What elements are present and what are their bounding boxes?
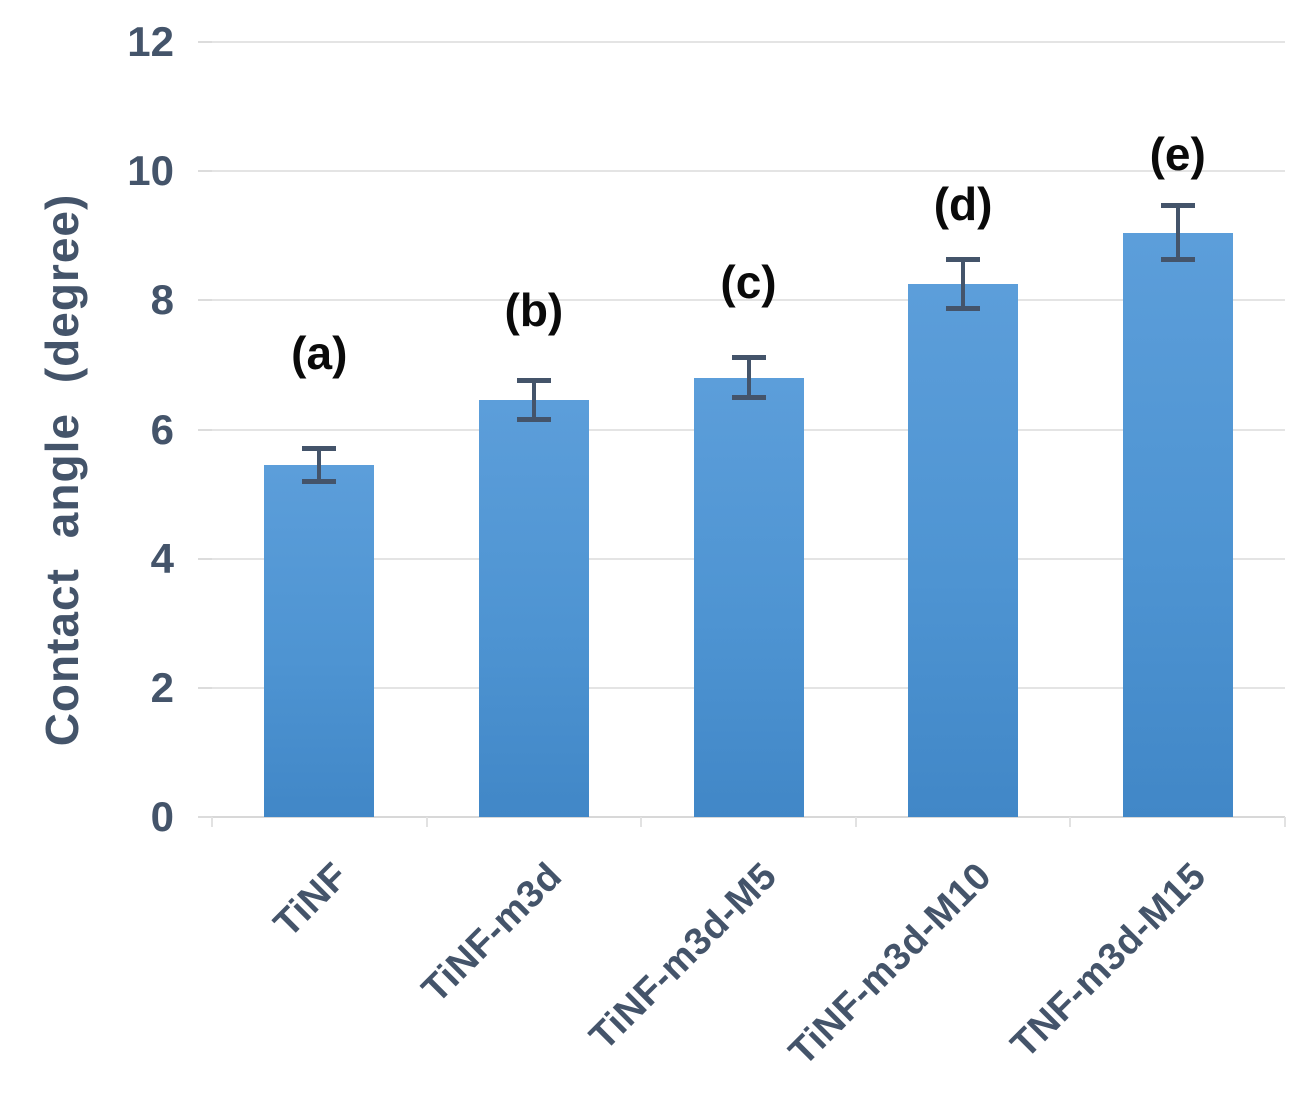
y-tick-mark-4 [198,557,212,560]
bar-5 [1122,232,1233,817]
y-tick-label-4: 4 [150,534,174,582]
error-bar-stem [746,357,751,399]
y-tick-mark-6 [198,428,212,431]
gridline-y0 [212,816,1285,818]
error-bar-stem [531,380,536,421]
x-category-label-2: TiNF-m3d [414,855,571,1011]
x-tick-mark-5 [1284,817,1286,827]
error-bar-1 [302,445,337,485]
x-category-label-4: TiNF-m3d-M10 [781,855,1000,1074]
gridline-y8 [212,299,1285,302]
bar-annotation-3: (c) [720,256,777,309]
bar-4 [908,284,1019,817]
y-tick-mark-0 [198,816,212,818]
plot-area: (a) (b) (c) (d) (e) [198,41,1286,827]
x-tick-mark-1 [425,817,428,827]
x-category-label-1: TiNF [265,855,356,946]
x-category-label-5: TNF-m3d-M15 [1003,855,1215,1067]
y-tick-label-2: 2 [150,663,174,711]
gridline-y10 [212,170,1285,173]
error-bar-cap-bottom [946,306,981,312]
bar-3 [693,377,804,817]
error-bar-stem [317,447,322,483]
x-tick-mark-2 [640,817,643,827]
error-bar-cap-bottom [1160,256,1195,262]
y-tick-mark-8 [198,299,212,302]
y-tick-label-0: 0 [150,793,174,840]
bar-annotation-5: (e) [1149,128,1206,181]
y-tick-mark-2 [198,686,212,689]
y-tick-label-6: 6 [150,405,174,453]
error-bar-5 [1160,203,1195,262]
bar-1 [264,465,375,817]
y-tick-label-8: 8 [150,276,174,324]
x-tick-mark-4 [1069,817,1072,827]
error-bar-2 [516,378,551,423]
x-tick-mark-0 [211,817,213,827]
error-bar-stem [1175,205,1180,260]
error-bar-cap-bottom [302,479,337,485]
y-tick-label-10: 10 [127,147,174,195]
error-bar-cap-bottom [731,395,766,401]
x-tick-mark-3 [854,817,857,827]
y-tick-mark-10 [198,170,212,173]
error-bar-stem [961,259,966,310]
bar-2 [478,400,589,817]
bar-annotation-4: (d) [933,178,993,231]
bar-annotation-2: (b) [504,284,564,337]
y-tick-mark-12 [198,41,212,43]
bar-annotation-1: (a) [291,326,348,379]
x-category-label-3: TiNF-m3d-M5 [581,855,786,1059]
error-bar-cap-bottom [516,417,551,423]
error-bar-4 [946,257,981,312]
y-tick-label-12: 12 [127,18,174,65]
error-bar-3 [731,355,766,401]
gridline-y12 [212,41,1285,43]
